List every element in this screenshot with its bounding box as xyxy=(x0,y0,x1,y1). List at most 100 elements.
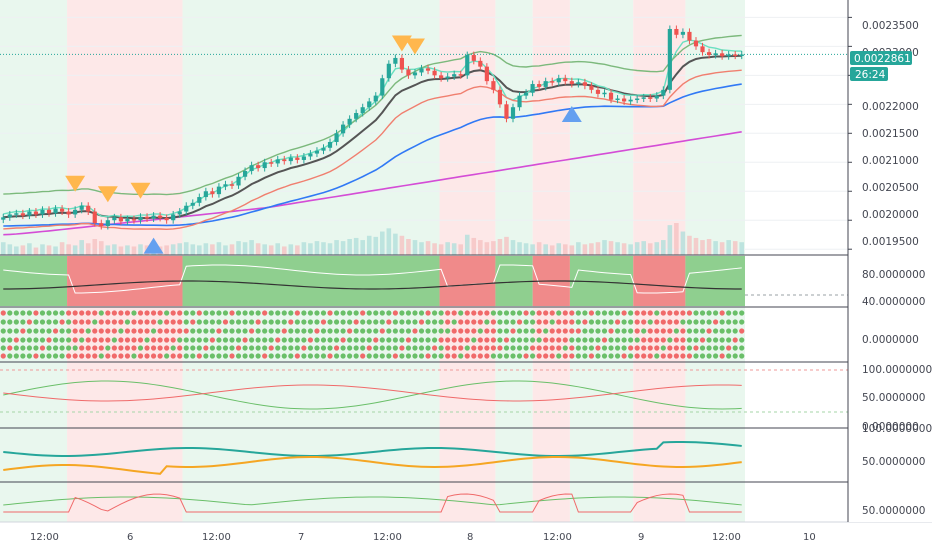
pane2-dot xyxy=(222,353,229,359)
volume-bar xyxy=(314,241,320,255)
pane2-dot xyxy=(118,337,124,343)
volume-bar xyxy=(295,245,300,255)
pane2-dot xyxy=(451,353,457,359)
candle-body xyxy=(59,208,65,212)
pane2-dot xyxy=(118,310,124,316)
pane2-dot xyxy=(183,345,189,351)
pane2-dot xyxy=(556,310,562,316)
volume-bar xyxy=(99,241,104,255)
pane2-dot xyxy=(562,345,568,351)
pane2-dot xyxy=(327,310,333,316)
pane2-dot xyxy=(281,337,287,343)
pane2-dot xyxy=(405,337,412,343)
pane2-dot xyxy=(347,310,353,316)
pane2-dot xyxy=(614,337,621,343)
pane2-dot xyxy=(26,337,33,343)
volume-bar xyxy=(576,242,581,255)
pane2-dot xyxy=(654,337,660,343)
pane2-dot xyxy=(33,353,39,359)
pane2-dot xyxy=(641,337,647,343)
candle-body xyxy=(700,46,705,53)
pane2-dot xyxy=(79,319,85,325)
candle-body xyxy=(563,78,568,82)
pane2-dot xyxy=(85,310,91,316)
pane2-dot xyxy=(347,328,353,334)
pane2-dot xyxy=(268,319,274,325)
pane2-dot xyxy=(497,328,503,334)
pane2-dot xyxy=(503,337,510,343)
pane2-dot xyxy=(183,353,189,359)
pane2-dot xyxy=(170,328,176,334)
pane2-dot xyxy=(275,319,281,325)
pane2-dot xyxy=(301,319,307,325)
pane2-dot xyxy=(510,319,516,325)
pane2-dot xyxy=(157,328,163,334)
pane2-dot xyxy=(438,328,444,334)
volume-bar xyxy=(406,239,411,255)
candle-body xyxy=(628,99,633,102)
pane2-dot xyxy=(516,310,523,316)
pane2-dot xyxy=(641,345,647,351)
pane2-dot xyxy=(137,345,144,351)
pane2-dot xyxy=(190,328,196,334)
volume-bar xyxy=(33,247,39,255)
pane2-dot xyxy=(536,310,542,316)
pane2-dot xyxy=(530,328,536,334)
volume-bar xyxy=(641,241,646,255)
pane2-dot xyxy=(549,310,555,316)
candle-body xyxy=(177,211,182,215)
pane2-dot xyxy=(7,328,13,334)
pane2-dot xyxy=(425,337,431,343)
pane2-dot xyxy=(26,310,33,316)
candle-body xyxy=(190,202,195,206)
pane2-dot xyxy=(209,337,215,343)
pane2-dot xyxy=(340,310,346,316)
pane2-dot xyxy=(497,337,503,343)
pane2-dot xyxy=(543,337,549,343)
pane2-dot xyxy=(0,328,6,334)
pane2-dot xyxy=(530,310,536,316)
pane2-dot xyxy=(739,328,745,334)
pane2-dot xyxy=(131,353,137,359)
pane2-dot xyxy=(373,310,379,316)
pane2-dot xyxy=(13,310,19,316)
pane2-dot xyxy=(628,328,634,334)
pane2-dot xyxy=(216,310,222,316)
pane2-dot xyxy=(144,345,150,351)
pane2-dot xyxy=(235,345,242,351)
pane5-red-line xyxy=(3,493,742,513)
candle-body xyxy=(327,141,333,148)
pane2-dot xyxy=(59,319,65,325)
pane2-dot xyxy=(203,319,209,325)
pane2-dot xyxy=(196,310,202,316)
pane2-dot xyxy=(307,328,314,334)
candle-body xyxy=(236,176,241,186)
pane2-dot xyxy=(183,310,189,316)
pane2-dot xyxy=(386,328,392,334)
pane2-dot xyxy=(726,328,732,334)
pane2-dot xyxy=(484,319,490,325)
pane2-dot xyxy=(340,337,346,343)
pane2-dot xyxy=(641,319,647,325)
pane2-dot xyxy=(621,319,627,325)
volume-bar xyxy=(66,244,71,255)
pane2-dot xyxy=(46,353,52,359)
pane2-dot xyxy=(216,328,222,334)
pane2-dot xyxy=(314,345,320,351)
candle-body xyxy=(334,133,339,142)
pane2-dot xyxy=(490,345,496,351)
pane2-dot xyxy=(333,353,340,359)
pane2-dot xyxy=(229,319,235,325)
candle-body xyxy=(693,40,699,47)
candle-body xyxy=(556,78,561,83)
pane2-dot xyxy=(262,353,268,359)
pane2-dot xyxy=(569,345,575,351)
volume-bar xyxy=(523,243,529,255)
pane2-dot xyxy=(353,310,359,316)
pane2-dot xyxy=(7,310,13,316)
pane1-block xyxy=(0,256,68,306)
pane2-dot xyxy=(523,328,529,334)
pane3-red-line xyxy=(3,384,742,402)
